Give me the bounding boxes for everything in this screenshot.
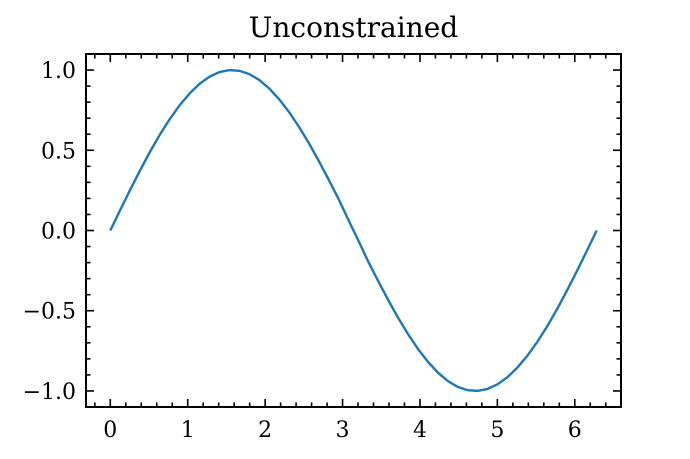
x-tick-label: 0 bbox=[103, 418, 117, 443]
x-tick-label: 2 bbox=[258, 418, 272, 443]
series-layer bbox=[109, 68, 598, 393]
plot-frame bbox=[85, 53, 622, 408]
x-tick-label: 6 bbox=[568, 418, 582, 443]
x-tick-label: 1 bbox=[181, 418, 195, 443]
y-tick-label: 1.0 bbox=[41, 59, 76, 84]
chart-title: Unconstrained bbox=[249, 11, 458, 44]
x-tick-label: 4 bbox=[413, 418, 427, 443]
y-tick-label: −1.0 bbox=[23, 380, 76, 405]
y-tick-label: −0.5 bbox=[23, 300, 76, 325]
series-line bbox=[109, 68, 598, 393]
x-tick-label: 5 bbox=[490, 418, 504, 443]
y-tick-label: 0.0 bbox=[41, 220, 76, 245]
x-tick-label: 3 bbox=[336, 418, 350, 443]
tick-labels-layer: 0 1 2 3 4 5 6 −1.0 −0.5 0.0 0.5 1.0 bbox=[23, 59, 582, 443]
y-tick-label: 0.5 bbox=[41, 139, 76, 164]
